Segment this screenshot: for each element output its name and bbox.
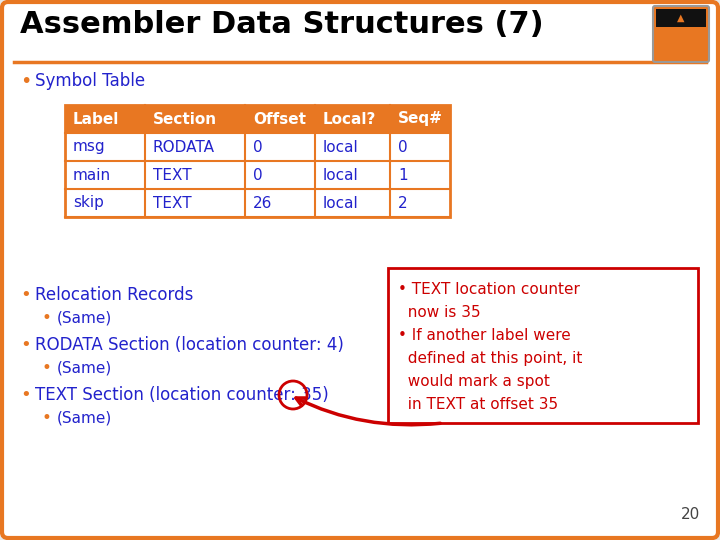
Text: Label: Label [73,111,120,126]
Text: •: • [20,72,32,91]
Text: Symbol Table: Symbol Table [35,72,145,90]
Text: (Same): (Same) [57,361,112,375]
Text: • If another label were: • If another label were [398,328,571,343]
Text: local: local [323,195,359,211]
Text: 1: 1 [398,167,408,183]
Text: 0: 0 [398,139,408,154]
Text: RODATA: RODATA [153,139,215,154]
Text: would mark a spot: would mark a spot [398,374,550,389]
Text: • TEXT location counter: • TEXT location counter [398,282,580,297]
Text: TEXT: TEXT [153,195,192,211]
Text: 2: 2 [398,195,408,211]
Text: Relocation Records: Relocation Records [35,286,194,304]
Text: skip: skip [73,195,104,211]
Text: in TEXT at offset 35: in TEXT at offset 35 [398,397,558,412]
Text: Assembler Data Structures (7): Assembler Data Structures (7) [20,10,544,39]
Text: Section: Section [153,111,217,126]
Bar [656,30,706,44]
Text: 0: 0 [253,139,263,154]
Text: TEXT Section (location counter: 35): TEXT Section (location counter: 35) [35,386,329,404]
Bar [65,105,450,217]
Text: RODATA Section (location counter: 4): RODATA Section (location counter: 4) [35,336,344,354]
Text: •: • [42,409,52,427]
Text: •: • [42,309,52,327]
Text: local: local [323,139,359,154]
Text: 26: 26 [253,195,272,211]
Text: •: • [20,336,31,354]
Bar [65,133,450,217]
Text: (Same): (Same) [57,410,112,426]
Text: Offset: Offset [253,111,306,126]
Text: main: main [73,167,111,183]
Text: (Same): (Same) [57,310,112,326]
Bar [656,9,706,27]
Text: defined at this point, it: defined at this point, it [398,351,582,366]
Text: •: • [20,386,31,404]
Bar [65,105,450,133]
Text: now is 35: now is 35 [398,305,481,320]
Bar [388,268,698,423]
Text: Seq#: Seq# [398,111,443,126]
Text: 20: 20 [680,507,700,522]
Text: Local?: Local? [323,111,377,126]
Text: local: local [323,167,359,183]
Text: TEXT: TEXT [153,167,192,183]
Text: ▲: ▲ [678,13,685,23]
Text: •: • [42,359,52,377]
Text: msg: msg [73,139,106,154]
Text: 0: 0 [253,167,263,183]
Text: •: • [20,286,31,304]
FancyBboxPatch shape [653,6,709,62]
